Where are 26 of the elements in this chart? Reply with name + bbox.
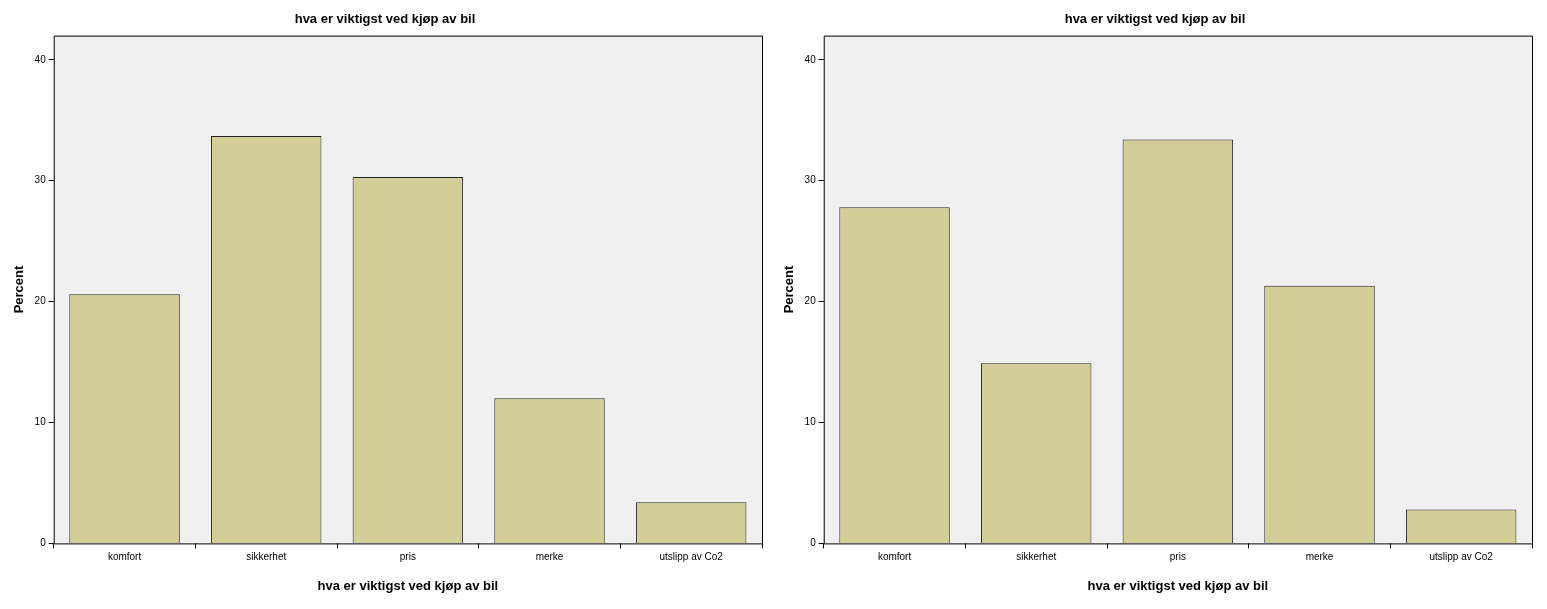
x-axis-title: hva er viktigst ved kjøp av bil: [1087, 577, 1269, 593]
x-tick-label: komfort: [877, 551, 912, 563]
y-tick-label: 0: [40, 537, 47, 549]
x-tick-label: sikkerhet: [1016, 551, 1057, 563]
y-tick-label: 30: [34, 174, 47, 186]
x-tick-label: merke: [535, 551, 564, 563]
chart-title: hva er viktigst ved kjøp av bil: [1064, 11, 1246, 27]
y-axis-title: Percent: [11, 264, 27, 314]
chart-title: hva er viktigst ved kjøp av bil: [294, 11, 476, 27]
y-tick-label: 10: [804, 416, 817, 428]
y-tick-label: 20: [34, 295, 47, 307]
y-tick-label: 10: [34, 416, 47, 428]
y-tick-label: 0: [810, 537, 817, 549]
x-tick-label: komfort: [107, 551, 142, 563]
x-axis-title: hva er viktigst ved kjøp av bil: [317, 577, 499, 593]
y-tick-label: 20: [804, 295, 817, 307]
y-tick-label: 30: [804, 174, 817, 186]
x-tick-label: utslipp av Co2: [659, 551, 724, 563]
x-tick-label: sikkerhet: [246, 551, 287, 563]
y-tick-label: 40: [34, 53, 47, 65]
x-tick-label: utslipp av Co2: [1429, 551, 1494, 563]
x-tick-label: pris: [399, 551, 416, 563]
x-tick-label: merke: [1305, 551, 1334, 563]
y-tick-label: 40: [804, 53, 817, 65]
y-axis-title: Percent: [781, 264, 797, 314]
x-tick-label: pris: [1169, 551, 1186, 563]
